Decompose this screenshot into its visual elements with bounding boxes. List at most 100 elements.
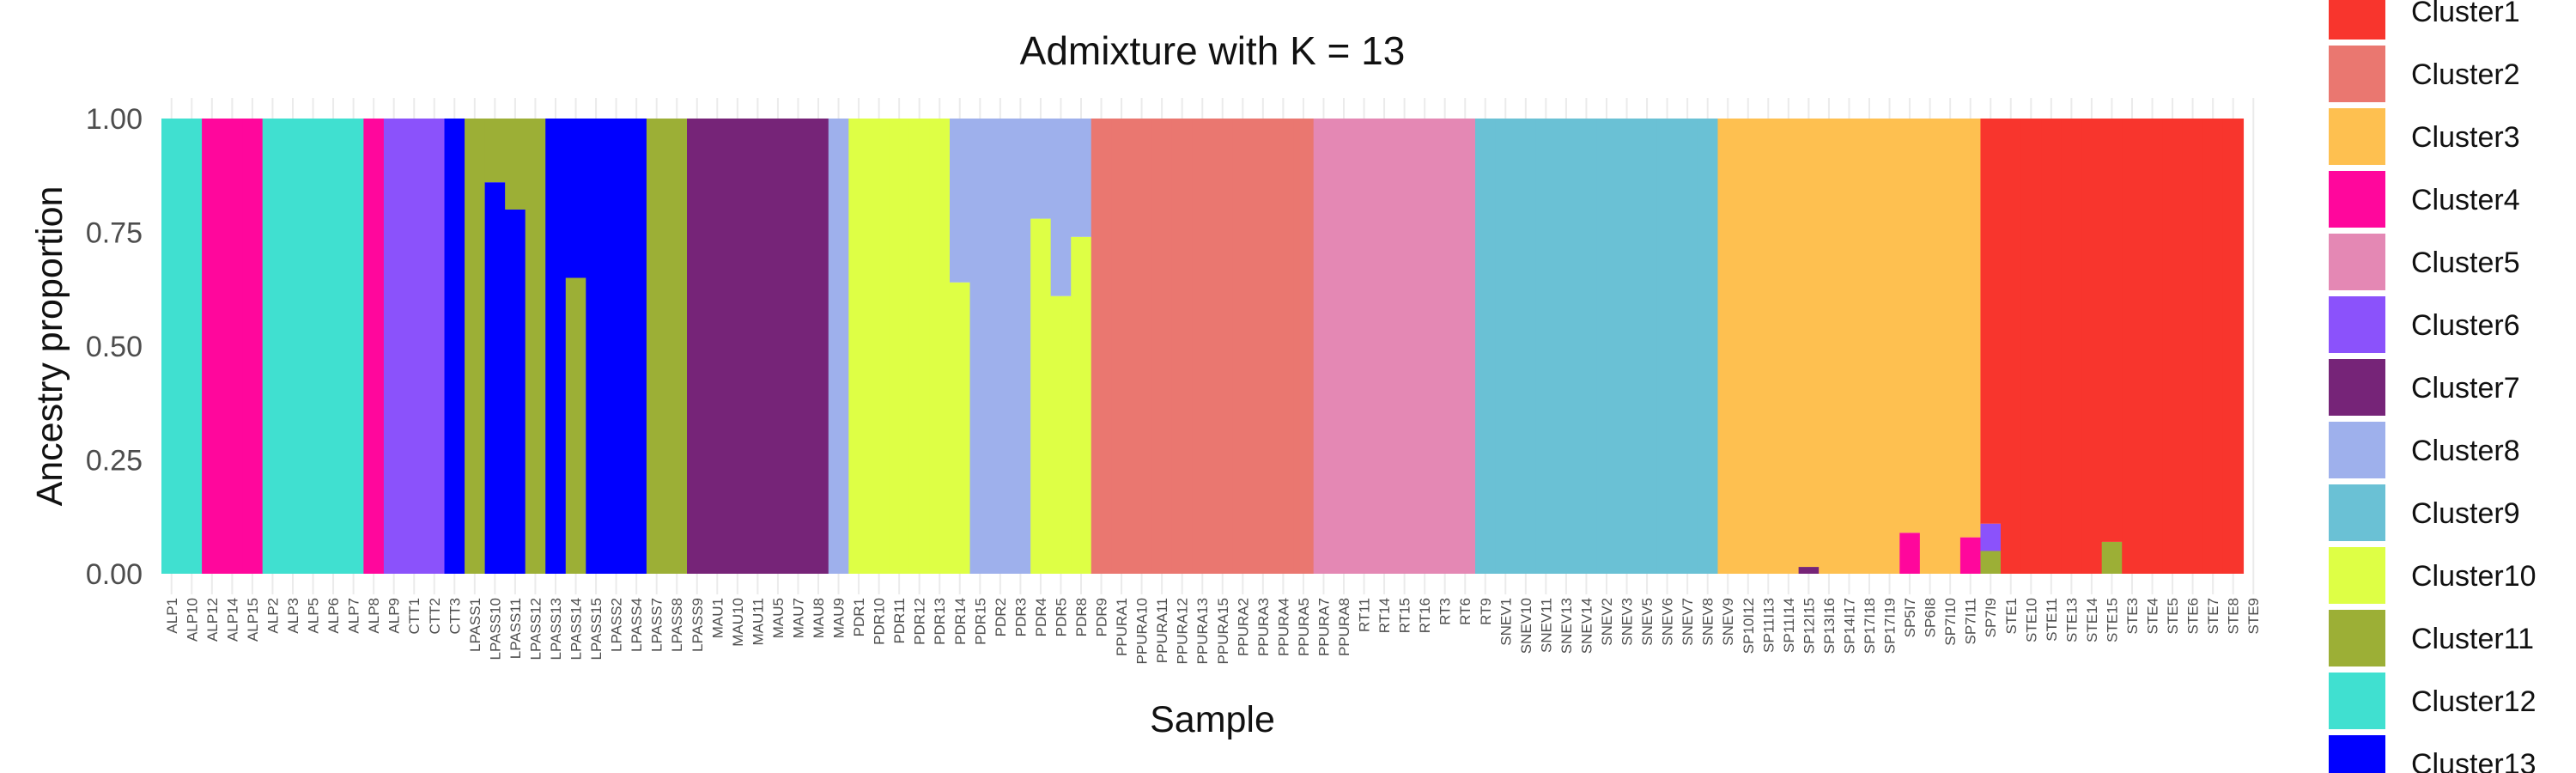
legend-label: Cluster7 — [2411, 372, 2520, 405]
chart-title: Admixture with K = 13 — [1020, 28, 1406, 73]
x-tick-label: RT9 — [1478, 598, 1494, 625]
bar-segment — [1697, 119, 1719, 574]
bar-segment — [969, 119, 991, 574]
legend-label: Cluster3 — [2411, 121, 2520, 154]
x-tick-label: LPASS7 — [649, 598, 665, 652]
bar-segment — [808, 119, 829, 574]
bar-segment — [1758, 119, 1779, 574]
x-tick-label: SNEV3 — [1619, 598, 1636, 646]
x-tick-label: PDR8 — [1073, 598, 1090, 636]
bar-segment — [868, 119, 890, 574]
bars — [161, 119, 2245, 574]
x-tick-label: PDR5 — [1053, 598, 1069, 636]
x-tick-label: SP12I15 — [1801, 598, 1817, 654]
x-tick-label: MAU10 — [730, 598, 746, 647]
bar-segment — [1253, 119, 1274, 574]
legend-swatch — [2329, 234, 2385, 290]
bar-segment — [202, 119, 223, 574]
bar-segment — [1576, 119, 1597, 574]
x-tick-label: RT11 — [1357, 598, 1373, 632]
x-tick-label: ALP12 — [204, 598, 221, 642]
legend-swatch — [2329, 359, 2385, 416]
x-tick-label: PPURA3 — [1255, 598, 1272, 656]
bar-segment — [646, 119, 668, 574]
bar-segment — [1374, 119, 1395, 574]
legend-label: Cluster9 — [2411, 497, 2520, 530]
legend-swatch — [2329, 422, 2385, 478]
bar-segment — [990, 119, 1012, 574]
legend-swatch — [2329, 171, 2385, 228]
legend-label: Cluster1 — [2411, 0, 2520, 28]
x-tick-label: MAU1 — [709, 598, 726, 638]
x-tick-label: STE5 — [2165, 598, 2181, 635]
bar-segment — [1899, 533, 1921, 574]
x-axis: ALP1 ALP10 ALP12 ALP14 ALP15 ALP2 ALP3 ALP5 ALP6… — [164, 598, 2262, 664]
x-tick-label: PDR10 — [872, 598, 888, 645]
x-tick-label: PDR3 — [1012, 598, 1029, 636]
bar-segment — [1899, 119, 1921, 533]
x-tick-label: SNEV5 — [1639, 598, 1656, 646]
bar-segment — [2081, 119, 2103, 574]
bar-segment — [687, 119, 708, 574]
legend-label: Cluster12 — [2411, 685, 2537, 718]
x-tick-label: STE9 — [2245, 598, 2262, 635]
y-axis-title: Ancestry proportion — [29, 186, 70, 507]
x-tick-label: STE11 — [2044, 598, 2060, 642]
y-tick-label: 0.25 — [86, 445, 143, 478]
legend-label: Cluster8 — [2411, 435, 2520, 467]
legend-label: Cluster5 — [2411, 247, 2520, 279]
legend-swatch — [2329, 673, 2385, 729]
bar-segment — [1273, 119, 1294, 574]
bar-segment — [908, 119, 931, 574]
bar-segment — [2122, 119, 2143, 574]
x-tick-label: ALP10 — [184, 598, 200, 642]
x-tick-label: SNEV13 — [1558, 598, 1575, 654]
x-tick-label: STE8 — [2226, 598, 2242, 635]
x-tick-label: RT15 — [1397, 598, 1413, 633]
x-tick-label: SP7I10 — [1942, 598, 1959, 646]
bar-segment — [666, 119, 688, 574]
bar-segment — [323, 119, 344, 574]
bar-segment — [242, 119, 264, 574]
bar-segment — [889, 119, 910, 574]
x-tick-label: ALP3 — [285, 598, 301, 634]
x-tick-label: RT14 — [1376, 598, 1393, 633]
x-tick-label: SP11I14 — [1781, 598, 1797, 653]
bar-segment — [2162, 119, 2184, 574]
x-tick-label: MAU7 — [790, 598, 806, 638]
x-tick-label: STE4 — [2145, 598, 2161, 635]
bar-segment — [2101, 541, 2123, 574]
legend-label: Cluster13 — [2411, 748, 2537, 773]
bar-segment — [586, 119, 607, 574]
bar-segment — [1838, 119, 1860, 574]
x-tick-label: SP7I9 — [1983, 598, 1999, 637]
x-tick-label: ALP6 — [325, 598, 342, 634]
legend-swatch — [2329, 484, 2385, 541]
x-tick-label: LPASS10 — [487, 598, 503, 660]
x-tick-label: PDR11 — [891, 598, 908, 644]
legend-label: Cluster6 — [2411, 309, 2520, 342]
bar-segment — [565, 277, 586, 574]
x-tick-label: STE6 — [2185, 598, 2202, 635]
x-tick-label: LPASS4 — [629, 598, 645, 652]
bar-segment — [1293, 119, 1315, 574]
bar-segment — [1030, 218, 1052, 574]
x-tick-label: PPURA11 — [1154, 598, 1170, 663]
bar-segment — [1798, 119, 1820, 568]
bar-segment — [1919, 119, 1941, 574]
bar-segment — [1151, 119, 1173, 574]
x-tick-label: PDR14 — [952, 598, 969, 645]
x-tick-label: SP5I7 — [1902, 598, 1918, 637]
x-tick-label: STE14 — [2084, 598, 2100, 642]
x-tick-label: PDR12 — [912, 598, 928, 645]
y-tick-label: 0.50 — [86, 331, 143, 363]
legend-swatch — [2329, 296, 2385, 353]
bar-segment — [1980, 119, 2002, 524]
bar-segment — [2041, 119, 2063, 574]
bar-segment — [1030, 119, 1052, 219]
x-tick-label: ALP5 — [306, 598, 322, 634]
bar-segment — [1050, 119, 1072, 296]
bar-segment — [1455, 119, 1476, 574]
bar-segment — [1535, 119, 1557, 574]
